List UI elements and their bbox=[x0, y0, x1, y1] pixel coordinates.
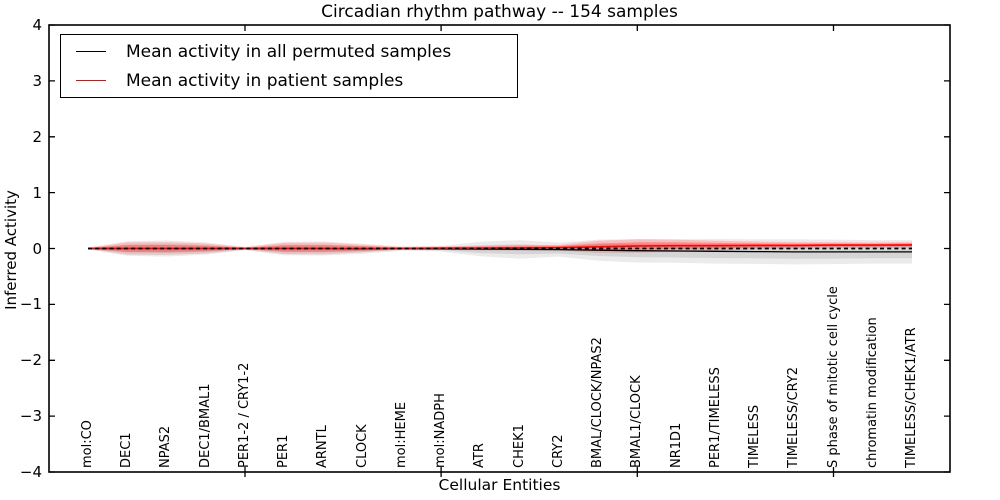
permuted-line-sample bbox=[76, 51, 106, 52]
tick-marks bbox=[49, 24, 950, 477]
legend-item-patient: Mean activity in patient samples bbox=[61, 66, 517, 95]
x-category-label: mol:CO bbox=[80, 420, 95, 468]
x-category-label: BMAL/CLOCK/NPAS2 bbox=[590, 337, 605, 468]
x-category-label: mol:NADPH bbox=[433, 393, 448, 468]
x-category-label: chromatin modification bbox=[865, 317, 880, 468]
x-category-label: mol:HEME bbox=[394, 401, 409, 468]
y-tick-label: −2 bbox=[19, 351, 42, 369]
x-category-label: PER1/TIMELESS bbox=[708, 367, 723, 468]
legend-item-permuted: Mean activity in all permuted samples bbox=[61, 37, 517, 66]
x-category-label: CRY2 bbox=[551, 434, 566, 469]
x-category-label: PER1-2 / CRY1-2 bbox=[237, 362, 252, 468]
y-tick-label: 0 bbox=[32, 240, 42, 258]
x-category-label: TIMELESS/CHEK1/ATR bbox=[904, 327, 919, 468]
x-category-label: BMAL1/CLOCK bbox=[629, 375, 644, 468]
y-tick-label: 1 bbox=[32, 184, 42, 202]
y-tick-label: −4 bbox=[19, 463, 42, 481]
x-category-label: TIMELESS/CRY2 bbox=[786, 366, 801, 468]
patient-line-sample bbox=[76, 80, 106, 81]
x-category-label: DEC1 bbox=[119, 432, 134, 468]
y-tick-label: 3 bbox=[32, 72, 42, 90]
legend-label-patient: Mean activity in patient samples bbox=[126, 70, 404, 91]
x-category-label: DEC1/BMAL1 bbox=[198, 383, 213, 469]
x-category-label: ATR bbox=[472, 443, 487, 468]
x-category-label: CHEK1 bbox=[512, 424, 527, 468]
chart-title: Circadian rhythm pathway -- 154 samples bbox=[321, 2, 678, 22]
x-category-label: ARNTL bbox=[315, 425, 330, 468]
y-tick-label: 2 bbox=[32, 128, 42, 146]
legend: Mean activity in all permuted samples Me… bbox=[60, 34, 518, 98]
x-category-label: NR1D1 bbox=[669, 422, 684, 468]
y-tick-label: 4 bbox=[32, 16, 42, 34]
x-category-label: S phase of mitotic cell cycle bbox=[826, 286, 841, 468]
patient-band-outer bbox=[88, 239, 912, 255]
y-tick-label: −1 bbox=[19, 295, 42, 313]
legend-label-permuted: Mean activity in all permuted samples bbox=[126, 41, 452, 62]
x-axis-label: Cellular Entities bbox=[438, 476, 561, 494]
patient-band-inner bbox=[88, 242, 912, 252]
x-category-label: NPAS2 bbox=[158, 425, 173, 468]
x-category-label: TIMELESS bbox=[747, 404, 762, 468]
y-tick-label: −3 bbox=[19, 407, 42, 425]
x-category-label: PER1 bbox=[276, 434, 291, 468]
x-category-label: CLOCK bbox=[355, 424, 370, 468]
